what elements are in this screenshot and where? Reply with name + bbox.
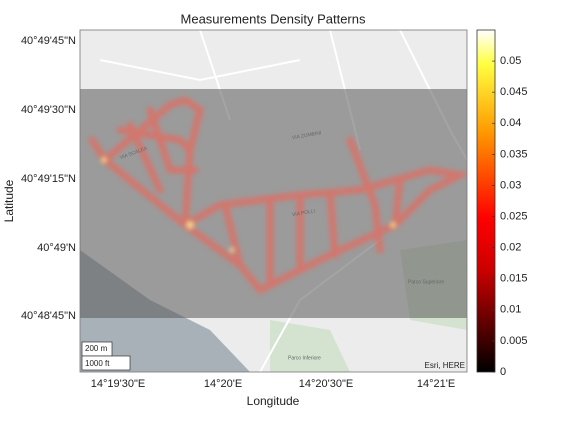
x-axis-label: Longitude [247,394,300,408]
y-tick-label: 40°49'45"N [21,35,76,47]
y-tick-label: 40°49'30"N [21,104,76,116]
map-label: Parco Inferiore [288,355,321,361]
y-tick-label: 40°49'15"N [21,173,76,185]
map-label: VIA POLLI [292,208,316,218]
x-tick-label: 14°21'E [417,378,455,390]
colorbar-tick-label: 0.03 [500,179,521,191]
basemap: VIA SCALEA VIA ZUMBINI VIA POLLI Parco I… [80,30,467,372]
y-tick-label: 40°48'45"N [21,310,76,322]
title: Measurements Density Patterns [181,11,366,26]
map-frame [79,29,468,373]
colorbar-tick-label: 0.045 [500,86,528,98]
colorbar-tick-label: 0.01 [500,304,521,316]
y-axis-label: Latitude [2,179,16,222]
colorbar-tick-label: 0.02 [500,242,521,254]
colorbar [476,29,496,373]
scale-bar-label: 200 m [85,344,108,353]
colorbar-tick-label: 0.005 [500,335,528,347]
colorbar-tick-label: 0.035 [500,148,528,160]
x-tick-label: 14°20'E [204,378,242,390]
y-tick-label: 40°49'N [37,242,76,254]
map-label: Parco Superiore [408,279,444,285]
attribution: Esri, HERE [425,361,465,370]
x-tick-label: 14°19'30"E [91,378,145,390]
colorbar-tick-label: 0.04 [500,117,521,129]
x-tick-label: 14°20'30"E [299,378,353,390]
colorbar-tick-label: 0 [500,366,506,378]
colorbar-tick-label: 0.025 [500,210,528,222]
colorbar-tick-label: 0.05 [500,55,521,67]
scale-bar-label: 1000 ft [85,359,110,368]
colorbar-tick-label: 0.015 [500,273,528,285]
map-label: VIA ZUMBINI [292,130,322,141]
